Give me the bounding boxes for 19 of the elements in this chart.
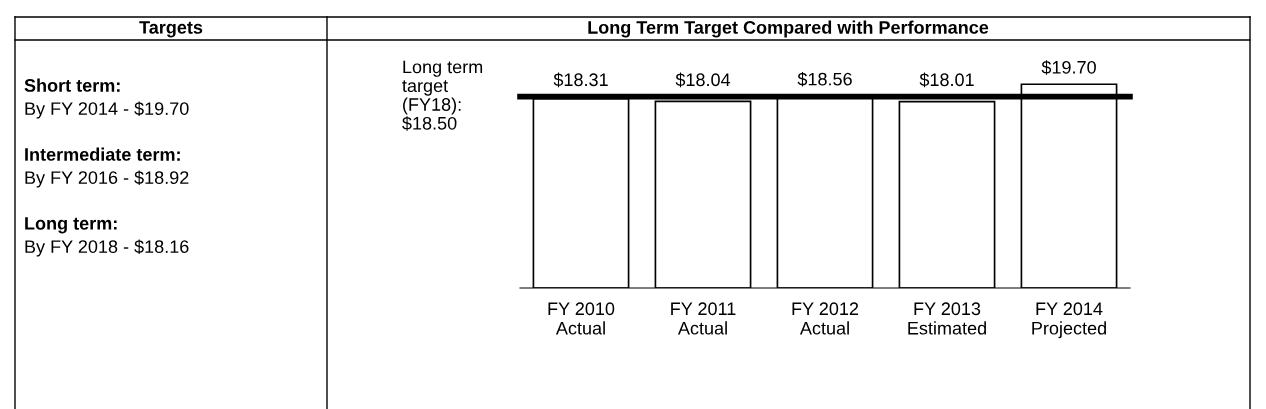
text: Targets [139, 21, 203, 38]
text: By FY 2016 - $18.92 [25, 170, 189, 188]
x-tick-label: FY 2014 Projected [1032, 302, 1106, 339]
x-tick-label: FY 2013 Estimated [908, 302, 986, 335]
x-tick-label: FY 2011 Actual [671, 302, 736, 335]
ref-line-label: Long term target (FY18): $18.50 [402, 60, 483, 131]
text: Long term: [25, 217, 117, 234]
data-label: $18.01 [919, 72, 974, 88]
text: Short term: [24, 78, 120, 92]
data-label: $18.31 [553, 72, 608, 88]
text: By FY 2018 - $18.16 [25, 239, 189, 257]
chart-title: Long Term Target Compared with Performance [588, 20, 989, 38]
data-label: $19.70 [1041, 60, 1096, 75]
text: By FY 2014 - $19.70 [25, 101, 189, 119]
data-label: $18.56 [797, 71, 852, 87]
x-tick-label: FY 2010 Actual [548, 302, 615, 335]
x-tick-label: FY 2012 Actual [792, 302, 859, 335]
data-label: $18.04 [675, 72, 731, 88]
text: Intermediate term: [25, 147, 180, 161]
